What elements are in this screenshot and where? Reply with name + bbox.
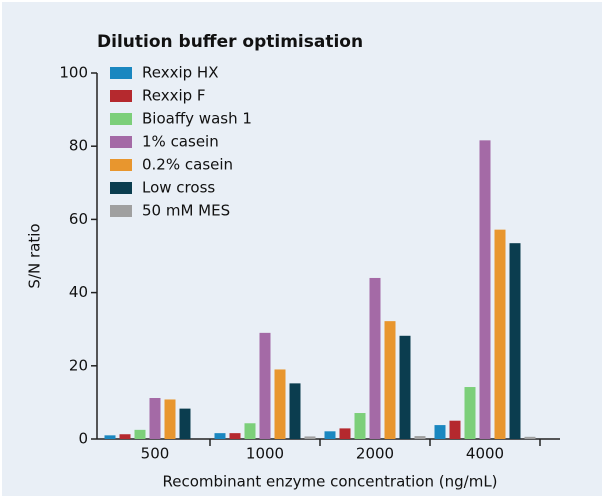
- bar: [214, 433, 226, 439]
- bar: [339, 428, 351, 439]
- legend-swatch: [110, 182, 132, 194]
- bar: [244, 423, 256, 439]
- y-tick-label: 80: [69, 137, 88, 155]
- bar: [104, 435, 116, 439]
- legend-label: Low cross: [142, 179, 215, 197]
- y-tick-label: 0: [78, 430, 88, 448]
- bar: [119, 434, 131, 439]
- bar: [289, 383, 301, 439]
- x-tick-label: 1000: [246, 445, 284, 463]
- bar: [384, 321, 396, 439]
- legend-label: 50 mM MES: [142, 202, 230, 220]
- chart-title: Dilution buffer optimisation: [97, 32, 363, 52]
- x-axis-label: Recombinant enzyme concentration (ng/mL): [162, 473, 497, 491]
- legend-swatch: [110, 136, 132, 148]
- bar: [164, 399, 176, 439]
- legend-swatch: [110, 205, 132, 217]
- bar: [304, 436, 316, 439]
- x-tick-label: 500: [141, 445, 170, 463]
- legend-swatch: [110, 67, 132, 79]
- x-tick-label: 2000: [356, 445, 394, 463]
- bar: [354, 413, 366, 439]
- bar: [134, 429, 146, 439]
- bar: [479, 140, 491, 439]
- legend-swatch: [110, 90, 132, 102]
- y-tick-label: 60: [69, 210, 88, 228]
- x-tick-label: 4000: [466, 445, 504, 463]
- y-tick-label: 20: [69, 356, 88, 374]
- y-axis-label: S/N ratio: [26, 223, 44, 288]
- bar: [434, 425, 446, 439]
- bar: [229, 433, 241, 439]
- bar: [464, 387, 476, 439]
- legend-label: 1% casein: [142, 133, 219, 151]
- legend-label: Rexxip F: [142, 87, 206, 105]
- bar: [149, 398, 161, 439]
- bar: [259, 332, 271, 439]
- bar: [274, 369, 286, 439]
- legend-swatch: [110, 159, 132, 171]
- legend-label: Rexxip HX: [142, 64, 218, 82]
- legend-label: 0.2% casein: [142, 156, 233, 174]
- bar: [324, 431, 336, 439]
- y-tick-label: 40: [69, 283, 88, 301]
- legend-label: Bioaffy wash 1: [142, 110, 252, 128]
- y-tick-label: 100: [59, 64, 88, 82]
- bar: [509, 243, 521, 439]
- bar: [369, 277, 381, 439]
- legend-swatch: [110, 113, 132, 125]
- bar: [399, 335, 411, 439]
- bar: [179, 408, 191, 439]
- bar: [414, 436, 426, 439]
- bar: [449, 420, 461, 439]
- bar: [524, 436, 536, 439]
- bar: [494, 229, 506, 439]
